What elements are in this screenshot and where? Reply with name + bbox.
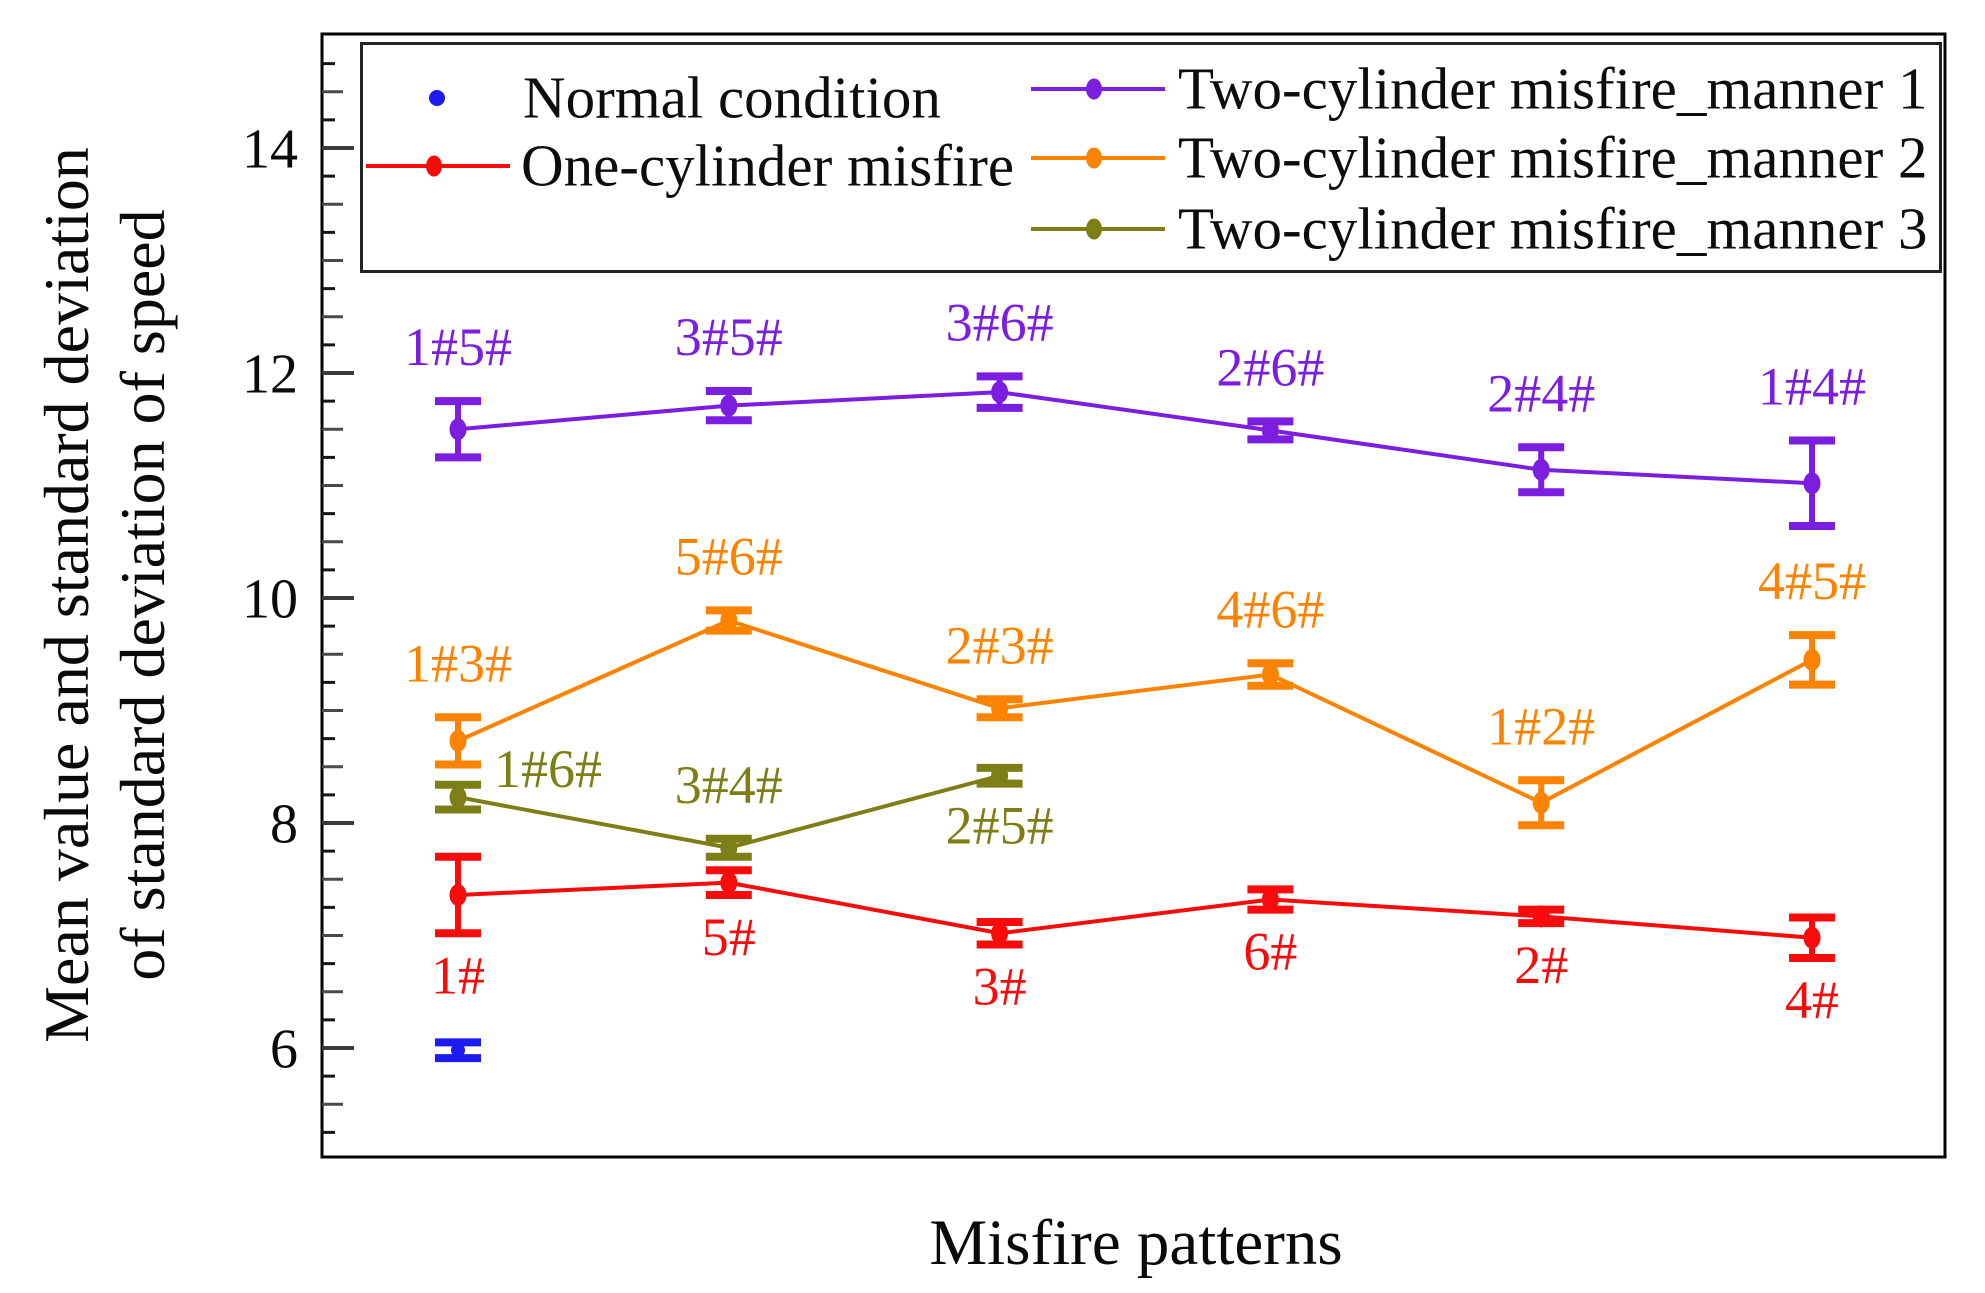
data-point xyxy=(1803,472,1821,495)
series-two-cylinder-misfire-manner-1: 1#5# 3#5# 3#6# 2#6# 2#4# 1#4# xyxy=(404,292,1866,530)
legend-item-label: Two-cylinder misfire_manner 2 xyxy=(1178,124,1928,191)
data-point xyxy=(991,697,1009,720)
legend-dot xyxy=(429,90,445,106)
legend-box: Normal condition One-cylinder misfire Tw… xyxy=(360,42,1942,273)
legend-marker-icon xyxy=(429,90,445,106)
data-point xyxy=(720,871,738,894)
point-label: 2#5# xyxy=(946,796,1054,856)
point-label: 3#6# xyxy=(946,292,1054,352)
legend-dot xyxy=(1086,147,1102,169)
point-label: 1#3# xyxy=(404,633,512,693)
point-label: 4# xyxy=(1785,970,1839,1030)
series-two-cylinder-misfire-manner-3: 1#6# 3#4# 2#5# xyxy=(435,739,1054,861)
series-line xyxy=(457,880,1813,940)
series-one-cylinder-misfire: 1# 5# 3# 6# 2# 4# xyxy=(431,852,1839,1030)
point-label: 4#6# xyxy=(1216,579,1324,639)
y-axis-title-line1: Mean value and standard deviation xyxy=(31,147,102,1043)
y-tick-label: 14 xyxy=(242,119,298,181)
y-tick-label: 8 xyxy=(270,794,298,856)
data-point xyxy=(1261,888,1279,911)
point-label: 5#6# xyxy=(675,526,783,586)
point-label: 3#5# xyxy=(675,307,783,367)
point-label: 1#5# xyxy=(404,317,512,377)
data-point xyxy=(1803,648,1821,671)
y-axis-title-line2: of standard deviation of speed xyxy=(107,209,178,981)
legend-item-label: Two-cylinder misfire_manner 3 xyxy=(1178,195,1928,262)
legend-dot xyxy=(1086,218,1102,240)
point-label: 2#4# xyxy=(1487,363,1595,423)
legend-dot xyxy=(426,155,442,177)
data-point xyxy=(720,836,738,859)
series-line xyxy=(457,390,1813,486)
legend-marker-icon xyxy=(1031,78,1165,100)
data-point xyxy=(1532,458,1550,481)
point-label: 6# xyxy=(1243,922,1297,982)
y-tick-label: 6 xyxy=(270,1019,298,1081)
point-label: 2# xyxy=(1514,935,1568,995)
data-point xyxy=(1261,663,1279,686)
legend-marker-icon xyxy=(1031,218,1165,240)
legend-item-label: One-cylinder misfire xyxy=(521,132,1015,199)
point-label: 2#6# xyxy=(1216,337,1324,397)
data-point xyxy=(449,729,467,752)
data-point xyxy=(991,922,1009,945)
series-two-cylinder-misfire-manner-2: 1#3# 5#6# 2#3# 4#6# 1#2# 4#5# xyxy=(404,526,1866,830)
data-point xyxy=(1261,419,1279,442)
point-label: 3#4# xyxy=(675,755,783,815)
legend-marker-icon xyxy=(366,155,510,177)
point-label: 3# xyxy=(973,957,1027,1017)
x-axis-title: Misfire patterns xyxy=(929,1207,1343,1279)
data-point xyxy=(720,609,738,632)
point-label: 2#3# xyxy=(946,615,1054,675)
data-point xyxy=(449,786,467,809)
y-tick-label: 10 xyxy=(242,569,298,631)
y-axis-ticks: 6 8 10 12 14 xyxy=(242,62,354,1134)
data-point xyxy=(1532,791,1550,814)
legend-item-label: Normal condition xyxy=(523,64,941,131)
legend-dot xyxy=(1086,78,1102,100)
y-axis-title-text: Mean value and standard deviation of sta… xyxy=(29,147,181,1043)
data-point xyxy=(1532,905,1550,928)
legend-marker-icon xyxy=(1031,147,1165,169)
legend-item-label: Two-cylinder misfire_manner 1 xyxy=(1178,55,1928,122)
data-point xyxy=(449,418,467,441)
point-label: 5# xyxy=(702,907,756,967)
point-label: 1#2# xyxy=(1487,696,1595,756)
plot-frame xyxy=(320,32,1947,1159)
data-point xyxy=(1803,926,1821,949)
point-label: 1# xyxy=(431,945,485,1005)
data-point xyxy=(720,394,738,417)
data-point xyxy=(991,381,1009,404)
point-label: 1#4# xyxy=(1758,357,1866,417)
point-label: 4#5# xyxy=(1758,551,1866,611)
series-normal-condition xyxy=(435,1038,481,1063)
data-point xyxy=(451,1043,465,1058)
data-point xyxy=(991,764,1009,787)
data-point xyxy=(449,884,467,906)
y-tick-label: 12 xyxy=(242,344,298,406)
series-line xyxy=(457,618,1813,805)
point-label: 1#6# xyxy=(494,739,602,799)
